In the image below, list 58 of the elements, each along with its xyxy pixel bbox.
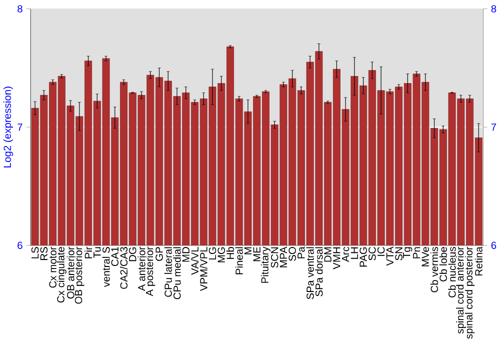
- x-tick-label: CPu lateral: [164, 247, 172, 298]
- y-axis-title: Log2 (expression): [3, 86, 13, 168]
- y2-tick-label: 8: [491, 5, 496, 13]
- y-tick-label: 7: [18, 124, 22, 131]
- x-tick-label: OB posterior: [74, 246, 84, 304]
- x-tick-label: spinal cord anterior: [456, 246, 466, 334]
- x-tick-label: spinal cord posterior: [464, 246, 475, 339]
- x-tick-label: Pa: [298, 246, 305, 259]
- x-tick-label: LH: [350, 248, 358, 260]
- x-tick-label: SC: [368, 247, 376, 261]
- x-tick-label: DM: [324, 248, 332, 262]
- x-tick-label: SO: [288, 247, 296, 262]
- x-tick-label: ME: [253, 247, 260, 262]
- x-tick-label: Cb nucleus: [448, 247, 456, 298]
- x-tick-label: SCN: [270, 248, 278, 268]
- x-tick-label: Tu: [94, 247, 101, 258]
- x-tick-label: VPM/VPL: [200, 247, 208, 292]
- x-tick-label: LS: [31, 247, 39, 259]
- x-tick-label: CA2/CA3: [120, 247, 128, 290]
- x-tick-label: Cx motor: [49, 246, 56, 288]
- x-tick-label: MPA: [280, 246, 287, 268]
- x-tick-label: MG: [218, 248, 225, 262]
- x-tick-label: RS: [40, 247, 48, 260]
- x-tick-label: IC: [377, 247, 385, 256]
- x-tick-label: MD: [182, 247, 190, 262]
- y-tick-label: 8: [18, 5, 22, 13]
- x-tick-label: Pn: [413, 247, 420, 259]
- x-tick-label: LG: [208, 248, 216, 260]
- x-tick-label: VTA: [386, 246, 394, 266]
- x-tick-label: Retina: [474, 246, 482, 276]
- x-tick-label: Tg: [403, 247, 412, 259]
- x-tick-label: Cx cingulate: [56, 247, 66, 303]
- x-tick-label: SPa ventral: [306, 247, 314, 300]
- x-tick-label: PAG: [360, 248, 367, 267]
- x-tick-label: Pineal: [235, 247, 243, 274]
- x-tick-label: Arc: [342, 247, 350, 262]
- y2-tick-label: 6: [491, 242, 496, 250]
- x-tick-label: CPu medial: [173, 247, 181, 300]
- x-tick-label: A posterior: [146, 246, 156, 296]
- x-tick-label: CA1: [111, 247, 119, 266]
- y-tick-label: 6: [18, 242, 22, 250]
- x-tick-label: SN: [395, 248, 402, 261]
- x-tick-label: GP: [156, 247, 163, 262]
- x-tick-label: Cb lobe: [439, 247, 447, 282]
- x-tick-label: M: [244, 248, 252, 254]
- x-tick-label: MVe: [422, 247, 429, 266]
- x-tick-label: VMH: [333, 248, 340, 270]
- x-tick-label: Hb: [226, 247, 234, 260]
- x-tick-label: Cb vermis: [430, 247, 438, 292]
- y2-tick-label: 7: [491, 124, 496, 131]
- x-tick-label: DG: [129, 248, 136, 262]
- x-tick-label: Pituitary: [260, 246, 270, 284]
- x-tick-label: OB anterior: [66, 246, 74, 299]
- x-tick-label: ventral S: [102, 247, 110, 288]
- x-tick-label: SPa dorsal: [315, 247, 323, 297]
- x-tick-label: Pir: [84, 246, 92, 258]
- x-tick-label: A anterior: [138, 246, 146, 292]
- x-tick-label: VA/VL: [190, 247, 199, 276]
